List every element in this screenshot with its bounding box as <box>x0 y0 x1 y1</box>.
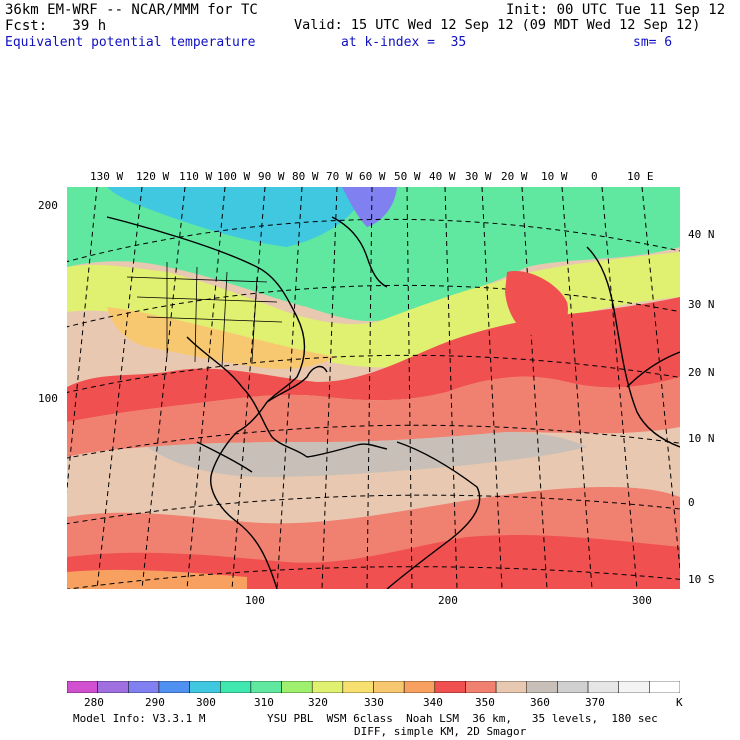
colorbar-swatch <box>465 681 497 693</box>
colorbar-label: 360 <box>530 696 550 709</box>
field-name: Equivalent potential temperature <box>5 35 256 50</box>
colorbar-label: 280 <box>84 696 104 709</box>
diffusion-info: DIFF, simple KM, 2D Smagor <box>354 725 527 738</box>
colorbar-swatch <box>158 681 190 693</box>
level-label: at k-index = 35 <box>341 35 467 50</box>
colorbar-swatch <box>557 681 589 693</box>
grid-y-label: 100 <box>38 392 58 405</box>
colorbar-label: 370 <box>585 696 605 709</box>
colorbar-swatch <box>403 681 436 693</box>
valid-time: Valid: 15 UTC Wed 12 Sep 12 (09 MDT Wed … <box>294 17 701 33</box>
colorbar-swatch <box>189 681 221 693</box>
lon-label: 110 W <box>179 170 213 183</box>
state-borders <box>126 262 283 368</box>
physics-info: YSU PBL WSM 6class Noah LSM 36 km, 35 le… <box>267 712 658 725</box>
colorbar-swatch <box>220 681 252 693</box>
coldest-air-region <box>342 187 397 227</box>
lon-label: 100 W <box>217 170 251 183</box>
lon-label: 10 E <box>627 170 654 183</box>
lon-label: 0 <box>591 170 598 183</box>
hurricane-region <box>505 271 568 337</box>
colorbar-label: 350 <box>475 696 495 709</box>
colorbar-swatch <box>526 681 558 693</box>
init-time: Init: 00 UTC Tue 11 Sep 12 <box>506 2 726 18</box>
colorbar-swatch <box>311 681 344 693</box>
colorbar-label: 320 <box>308 696 328 709</box>
lat-label: 20 N <box>688 366 715 379</box>
lat-label: 10 N <box>688 432 715 445</box>
model-info: Model Info: V3.3.1 M <box>73 712 206 725</box>
model-title: 36km EM-WRF -- NCAR/MMM for TC <box>5 2 258 18</box>
lon-label: 90 W <box>258 170 285 183</box>
colorbar-swatch <box>587 681 619 693</box>
warm-air-region <box>107 307 337 369</box>
colorbar-swatch <box>373 681 405 693</box>
colorbar-swatch <box>97 681 129 693</box>
colorbar-swatch <box>128 681 160 693</box>
colorbar-swatch <box>67 681 98 693</box>
lon-label: 80 W <box>292 170 319 183</box>
colorbar-label: 290 <box>145 696 165 709</box>
colder-air-region <box>107 187 367 247</box>
grid-y-label: 200 <box>38 199 58 212</box>
theta-e-map <box>67 187 680 589</box>
grid-x-label: 200 <box>438 594 458 607</box>
colorbar-label: 300 <box>196 696 216 709</box>
lon-label: 20 W <box>501 170 528 183</box>
lon-label: 120 W <box>136 170 170 183</box>
graticule <box>67 187 680 589</box>
colorbar-swatch <box>342 681 374 693</box>
colorbar-unit: K <box>676 696 683 709</box>
smoothing-label: sm= 6 <box>633 35 673 50</box>
colorbar-swatch <box>618 681 650 693</box>
lon-label: 130 W <box>90 170 124 183</box>
colorbar-label: 310 <box>254 696 274 709</box>
colorbar-swatch <box>495 681 528 693</box>
lon-label: 70 W <box>326 170 353 183</box>
lon-label: 60 W <box>359 170 386 183</box>
colorbar-swatch <box>281 681 313 693</box>
lat-label: 0 <box>688 496 695 509</box>
lon-label: 50 W <box>394 170 421 183</box>
lat-label: 10 S <box>688 573 715 586</box>
lat-label: 30 N <box>688 298 715 311</box>
lat-label: 40 N <box>688 228 715 241</box>
coastlines <box>106 216 680 589</box>
colorbar <box>67 681 680 693</box>
forecast-hour: Fcst: 39 h <box>5 18 107 34</box>
grey-tropics <box>147 432 587 477</box>
colorbar-label: 330 <box>364 696 384 709</box>
lon-label: 40 W <box>429 170 456 183</box>
salmon-band <box>67 376 680 457</box>
lon-label: 10 W <box>541 170 568 183</box>
grid-x-label: 100 <box>245 594 265 607</box>
lon-label: 30 W <box>465 170 492 183</box>
colorbar-swatch <box>250 681 282 693</box>
colorbar-label: 340 <box>423 696 443 709</box>
grid-x-label: 300 <box>632 594 652 607</box>
colorbar-swatch <box>434 681 466 693</box>
colorbar-swatch <box>649 681 680 693</box>
